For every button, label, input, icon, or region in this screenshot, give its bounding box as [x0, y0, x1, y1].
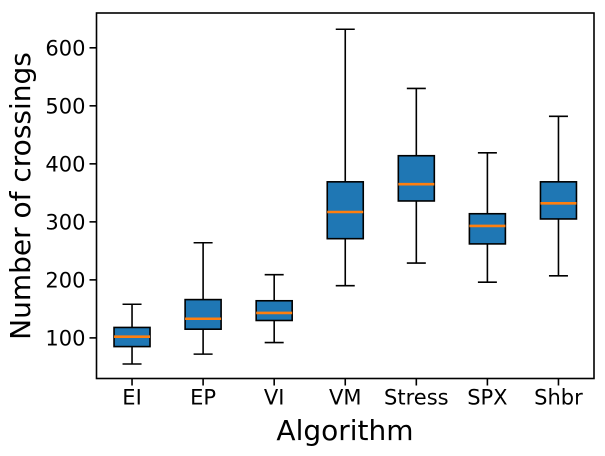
y-tick-label: 200: [45, 268, 85, 292]
x-tick-label: Stress: [384, 386, 449, 410]
x-tick-label: VI: [264, 386, 285, 410]
y-tick-label: 500: [45, 94, 85, 118]
plot-area: 100 200 300 400 500 600 EI EP VI VM Stress SPX Shbr: [45, 12, 595, 410]
x-tick-label: SPX: [467, 386, 507, 410]
y-tick-label: 100: [45, 326, 85, 350]
axes-frame: [95, 12, 595, 380]
x-tick-label: Shbr: [534, 386, 583, 410]
y-axis-label: Number of crossings: [4, 52, 37, 340]
box-spx: [468, 212, 507, 245]
y-tick-label: 300: [45, 210, 85, 234]
box-vi: [255, 299, 293, 322]
box-vm: [326, 181, 365, 240]
x-tick-label: VM: [329, 386, 361, 410]
y-tick-label: 400: [45, 152, 85, 176]
x-tick-label: EP: [190, 386, 216, 410]
box-shbr: [539, 181, 578, 220]
box-ep: [184, 298, 222, 330]
box-stress: [397, 154, 436, 202]
y-tick-label: 600: [45, 36, 85, 60]
x-tick-label: EI: [122, 386, 141, 410]
x-axis-label: Algorithm: [276, 414, 413, 447]
